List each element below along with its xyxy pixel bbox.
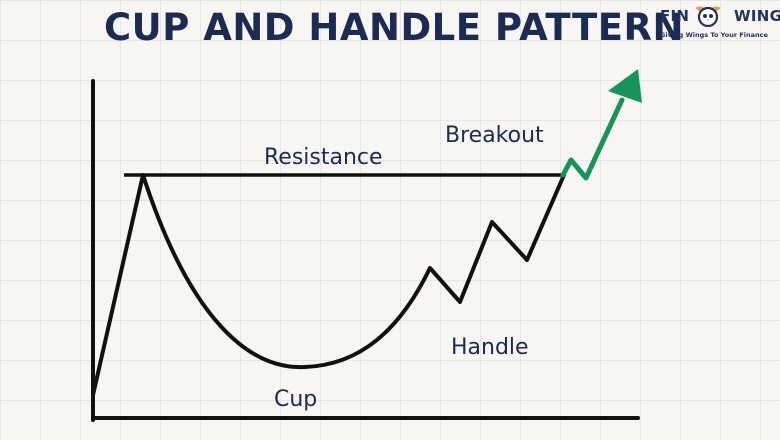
finowings-logo: FIN WINGS Giving Wings To Your Finance (656, 0, 780, 46)
breakout-arrow-icon (560, 97, 625, 181)
price-path (91, 173, 566, 397)
resistance-label: Resistance (264, 145, 383, 170)
page-title: CUP AND HANDLE PATTERN (104, 6, 684, 49)
owl-wings-icon (695, 6, 721, 28)
logo-name-left: FIN (660, 7, 690, 25)
logo-name-right: WINGS (734, 7, 780, 25)
handle-label: Handle (451, 335, 529, 360)
breakout-arrowhead-icon (608, 69, 642, 103)
logo-tagline: Giving Wings To Your Finance (660, 31, 768, 39)
cup-label: Cup (274, 387, 317, 412)
breakout-label: Breakout (445, 123, 544, 148)
